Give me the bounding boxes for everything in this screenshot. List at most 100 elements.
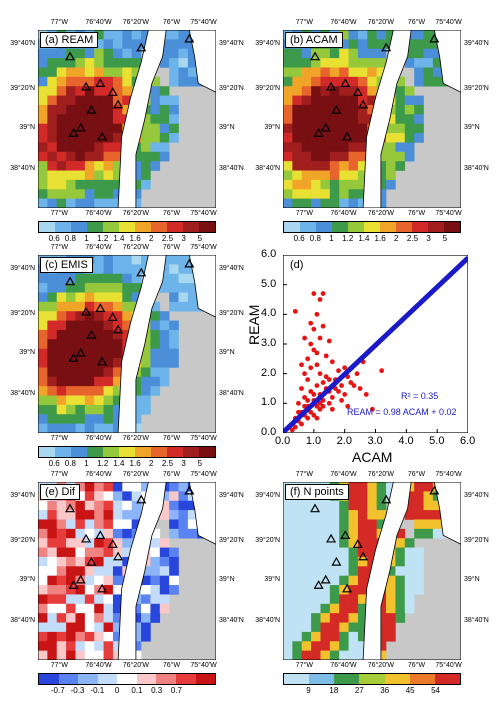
grid-cell (348, 123, 359, 134)
lat-tick-label: 39°N (19, 575, 35, 583)
grid-cell (75, 575, 86, 586)
grid-cell (169, 482, 179, 492)
colorbar-swatch (167, 447, 183, 457)
grid-cell (187, 500, 198, 511)
grid-cell (432, 67, 443, 78)
grid-cell (150, 151, 161, 162)
grid-cell (103, 348, 114, 359)
grid-cell (38, 367, 48, 378)
grid-cell (56, 423, 67, 433)
site-marker-icon (313, 580, 324, 589)
data-point (311, 326, 317, 332)
grid-cell (56, 603, 67, 614)
lon-tick-label: 77°W (50, 662, 68, 669)
grid-cell (66, 367, 76, 378)
data-point (320, 323, 326, 329)
grid-cell (339, 142, 349, 153)
grid-cell (84, 500, 95, 511)
data-point (323, 374, 329, 380)
colorbar-swatch (119, 447, 135, 457)
data-point (305, 377, 311, 382)
grid-cell (348, 189, 359, 199)
data-point (357, 386, 363, 391)
site-marker-icon (331, 104, 342, 114)
grid-cell (376, 30, 387, 40)
grid-cell (94, 641, 104, 651)
grid-cell (103, 500, 114, 511)
grid-cell (141, 339, 151, 349)
grid-cell (112, 133, 123, 143)
grid-cell (75, 339, 86, 349)
grid-cell (47, 414, 58, 424)
grid-cell (357, 114, 368, 124)
grid-cell (376, 603, 387, 614)
grid-cell (47, 114, 58, 124)
map-panel-a: (a) REAM 77°W 77°W 76°40'W 76°40'W 76°20'W 76°… (10, 19, 244, 243)
grid-cell (339, 151, 349, 162)
grid-cell (395, 104, 406, 115)
grid-cell (414, 58, 424, 68)
grid-cell (56, 151, 67, 162)
grid-cell (131, 510, 142, 520)
grid-cell (432, 528, 443, 539)
grid-cell (357, 76, 368, 87)
grid-cell (404, 556, 415, 567)
lon-tick-label: 76°W (162, 210, 181, 217)
grid-cell (423, 48, 434, 59)
map-canvas-a (38, 30, 216, 208)
site-marker-icon (381, 494, 392, 504)
lon-tick-label: 76°20'W (122, 435, 150, 442)
grid-cell (150, 161, 161, 171)
grid-cell (150, 104, 161, 115)
grid-cell (66, 329, 76, 340)
lon-tick-label: 75°40'W (190, 435, 217, 442)
grid-cell (122, 311, 132, 321)
grid-cell (320, 161, 331, 171)
grid-cell (56, 95, 67, 106)
grid-cell (414, 76, 424, 87)
colorbar-swatch (103, 222, 119, 232)
colorbar-b (283, 221, 461, 233)
grid-cell (283, 528, 293, 539)
grid-cell (47, 538, 58, 548)
y-axis-label: REAM (246, 304, 262, 345)
grid-cell (131, 189, 142, 199)
grid-cell (320, 650, 331, 660)
data-point (302, 335, 307, 341)
grid-cell (159, 151, 170, 162)
grid-cell (56, 519, 67, 530)
lon-tick-label: 76°20'W (367, 210, 395, 217)
lat-tick-label: 39°N (219, 575, 235, 583)
grid-cell (395, 95, 406, 106)
grid-cell (112, 423, 123, 433)
grid-cell (386, 631, 396, 642)
grid-cell (75, 301, 86, 312)
colorbar-label: 0.8 (64, 459, 76, 468)
grid-cell (103, 404, 114, 415)
data-point (329, 359, 335, 365)
grid-cell (348, 58, 359, 68)
regression-line (281, 256, 470, 435)
y-tick-label: 3.0 (261, 337, 277, 349)
grid-cell (339, 48, 349, 59)
grid-cell (395, 151, 406, 162)
grid-cell (367, 556, 377, 567)
grid-cell (38, 104, 48, 115)
grid-cell (38, 566, 48, 576)
grid-cell (131, 48, 142, 59)
grid-cell (329, 594, 340, 605)
grid-cell (131, 500, 142, 511)
grid-cell (112, 142, 123, 153)
site-marker-icon (340, 78, 351, 87)
lon-tick-label: 77°W (50, 19, 68, 26)
grid-cell (367, 104, 377, 115)
grid-cell (112, 395, 123, 406)
grid-cell (38, 311, 48, 321)
grid-cell (103, 264, 114, 275)
colorbar-label: 18 (329, 686, 339, 695)
colorbar-label: 0.1 (131, 686, 143, 695)
grid-cell (339, 30, 349, 40)
grid-cell (301, 641, 312, 651)
grid-cell (414, 575, 424, 586)
grid-cell (187, 283, 198, 293)
